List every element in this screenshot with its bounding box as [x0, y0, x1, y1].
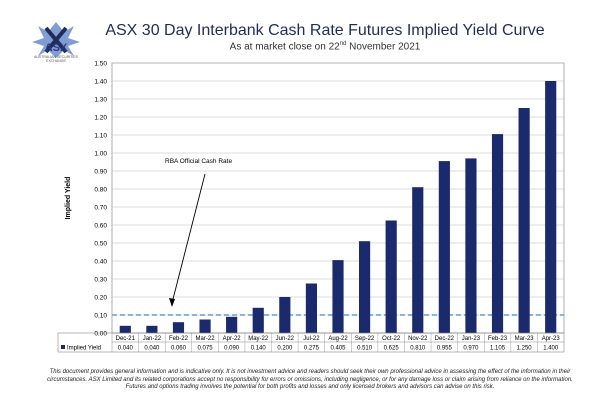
- data-label: 0.810: [410, 346, 426, 352]
- legend-label: Implied Yield: [67, 346, 101, 352]
- y-tick-label: 1.50: [94, 61, 107, 68]
- bar: [305, 283, 317, 333]
- x-tick-label: Dec-21: [116, 336, 136, 342]
- bar: [332, 260, 344, 333]
- data-table: [57, 332, 565, 353]
- data-label: 0.200: [277, 346, 293, 352]
- x-tick-label: Dec-22: [435, 336, 455, 342]
- data-label: 0.510: [357, 346, 373, 352]
- annotation-label: RBA Official Cash Rate: [165, 158, 232, 165]
- x-tick-label: Apr-23: [542, 336, 561, 342]
- bar: [252, 307, 264, 333]
- annotation-arrowhead: [169, 298, 175, 307]
- x-tick-label: Mar-22: [196, 336, 216, 342]
- disclaimer-text: This document provides general informati…: [47, 369, 573, 390]
- y-tick-label: 0.40: [94, 259, 107, 266]
- x-tick-label: Jun-22: [276, 336, 295, 342]
- data-label: 1.105: [490, 346, 506, 352]
- y-tick-label: 1.30: [94, 97, 107, 104]
- x-tick-label: Apr-22: [223, 336, 242, 342]
- bar: [359, 241, 371, 333]
- y-tick-label: 0.30: [94, 277, 107, 284]
- x-tick-label: Feb-23: [488, 336, 508, 342]
- data-label: 0.090: [224, 346, 240, 352]
- bar: [172, 322, 185, 333]
- data-label: 1.250: [517, 346, 533, 352]
- bar: [119, 325, 131, 333]
- data-label: 0.275: [304, 346, 320, 352]
- x-tick-label: Jul-22: [303, 336, 320, 342]
- x-tick-label: Nov-22: [408, 336, 428, 342]
- y-tick-label: 0.00: [94, 331, 107, 338]
- x-tick-label: Jan-23: [462, 336, 481, 342]
- bar: [491, 134, 504, 333]
- data-label: 1.400: [543, 346, 559, 352]
- bar: [199, 319, 211, 333]
- bar: [545, 81, 557, 333]
- y-tick-label: 1.40: [94, 79, 107, 86]
- y-tick-label: 0.10: [94, 313, 107, 320]
- data-label: 0.075: [198, 346, 214, 352]
- bar: [438, 161, 450, 333]
- data-label: 0.955: [437, 346, 453, 352]
- bar: [146, 325, 158, 333]
- bar: [518, 108, 530, 333]
- asx-logo-icon: [32, 22, 80, 58]
- x-tick-label: May-22: [248, 336, 269, 342]
- data-label: 0.625: [384, 346, 400, 352]
- data-label: 0.040: [118, 346, 134, 352]
- data-label: 0.405: [330, 346, 346, 352]
- chart-subtitle: As at market close on 22nd November 2021: [229, 41, 421, 53]
- data-label: 0.140: [251, 346, 267, 352]
- y-tick-label: 1.00: [94, 151, 107, 158]
- bar: [465, 158, 477, 333]
- y-tick-label: 0.80: [94, 187, 107, 194]
- x-tick-label: Jan-22: [143, 336, 162, 342]
- annotation-arrow-line: [171, 173, 206, 304]
- bar: [412, 187, 424, 333]
- y-tick-label: 0.20: [94, 295, 107, 302]
- bar: [279, 297, 291, 333]
- logo-subtext: AUSTRALIAN SECURITIES EXCHANGE: [34, 55, 78, 63]
- x-tick-label: Oct-22: [382, 336, 401, 342]
- x-tick-label: Mar-23: [515, 336, 535, 342]
- y-tick-label: 1.20: [94, 115, 107, 122]
- data-label: 0.970: [463, 346, 479, 352]
- x-tick-label: Feb-22: [169, 336, 189, 342]
- bar: [385, 220, 397, 333]
- y-tick-label: 0.90: [94, 169, 107, 176]
- legend-swatch: [61, 345, 65, 349]
- data-label: 0.040: [144, 346, 160, 352]
- bar: [226, 316, 238, 333]
- y-tick-label: 0.50: [94, 241, 107, 248]
- y-tick-label: 0.60: [94, 223, 107, 230]
- y-tick-label: 0.70: [94, 205, 107, 212]
- data-label: 0.060: [171, 346, 187, 352]
- logo-text: ASX: [44, 42, 68, 54]
- x-tick-label: Sep-22: [355, 336, 375, 342]
- y-tick-label: 1.10: [94, 133, 107, 140]
- y-axis-label: Implied Yield: [65, 177, 72, 220]
- x-tick-label: Aug-22: [328, 336, 348, 342]
- chart-title: ASX 30 Day Interbank Cash Rate Futures I…: [105, 22, 545, 39]
